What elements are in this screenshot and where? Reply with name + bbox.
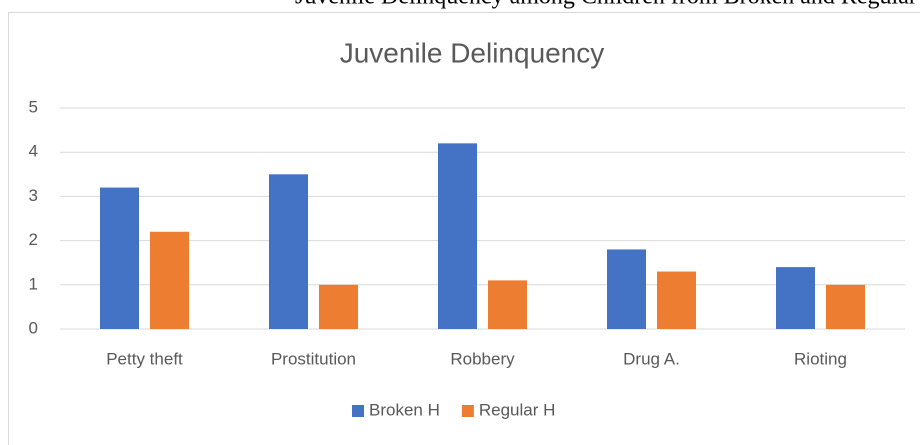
- legend-label: Broken H: [369, 400, 440, 419]
- x-tick-label: Petty theft: [106, 349, 183, 368]
- bar: [269, 174, 308, 329]
- y-tick-label: 0: [29, 318, 38, 337]
- legend-swatch: [352, 405, 364, 417]
- x-tick-label: Rioting: [794, 349, 847, 368]
- y-tick-label: 5: [29, 97, 38, 116]
- chart-border: [8, 12, 920, 445]
- y-tick-label: 2: [29, 230, 38, 249]
- bar: [826, 284, 865, 329]
- bar: [319, 284, 358, 329]
- x-tick-label: Drug A.: [623, 349, 680, 368]
- y-tick-label: 4: [29, 142, 38, 161]
- bar: [100, 187, 139, 329]
- bar: [438, 143, 477, 329]
- bar: [488, 280, 527, 329]
- legend-label: Regular H: [479, 400, 556, 419]
- bar: [776, 267, 815, 329]
- y-tick-label: 3: [29, 186, 38, 205]
- y-tick-label: 1: [29, 274, 38, 293]
- bar: [150, 231, 189, 329]
- x-tick-label: Robbery: [450, 349, 515, 368]
- caption: Juvenile Delinquency among Children from…: [295, 0, 920, 10]
- bar: [607, 249, 646, 329]
- legend-swatch: [461, 405, 474, 417]
- bar: [657, 271, 696, 329]
- chart-title: Juvenile Delinquency: [340, 37, 605, 68]
- x-tick-label: Prostitution: [271, 349, 356, 368]
